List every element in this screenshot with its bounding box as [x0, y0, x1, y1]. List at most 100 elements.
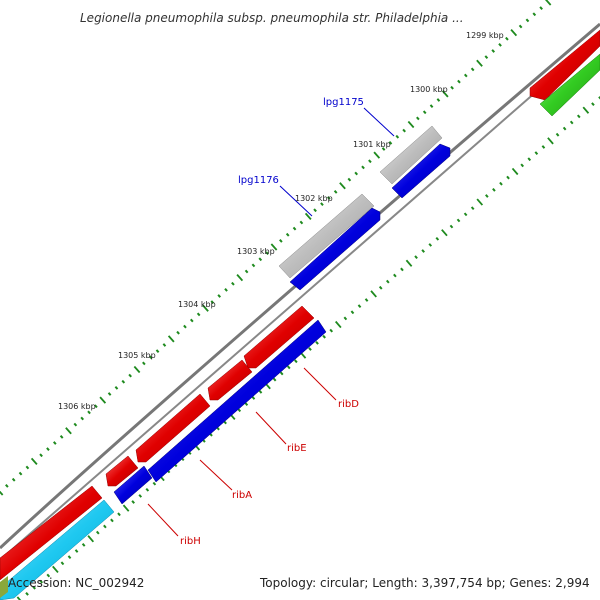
- scale-tick: [518, 24, 523, 29]
- scale-tick: [270, 243, 278, 251]
- gene-ribE-arrow[interactable]: [207, 359, 253, 401]
- scale-tick: [506, 175, 510, 180]
- scale-tick: [378, 285, 383, 290]
- scale-tick: [547, 137, 554, 145]
- gene-label-lpg1176[interactable]: lpg1176: [238, 175, 279, 186]
- gene-lpg1176-reverse-arrow[interactable]: [289, 207, 381, 291]
- scale-tick: [505, 36, 509, 41]
- scale-tick: [258, 389, 263, 394]
- scale-tick: [114, 386, 119, 390]
- scale-tick: [350, 310, 355, 315]
- scale-tick: [279, 239, 283, 243]
- scale-tick: [510, 29, 518, 37]
- leader-line-ribH: [147, 503, 179, 537]
- scale-tick: [87, 410, 91, 415]
- gene-ribA-arrow[interactable]: [135, 393, 211, 463]
- scale-tick: [364, 298, 369, 302]
- scale-tick: [499, 181, 503, 186]
- gene-arrow-forward-lower[interactable]: [0, 485, 103, 581]
- scale-tick: [133, 365, 141, 374]
- scale-tick: [217, 294, 222, 298]
- scale-tick: [591, 102, 595, 106]
- scale-tick: [94, 404, 98, 409]
- scale-tick: [236, 274, 244, 282]
- scale-tick: [162, 343, 167, 347]
- leader-line-lpg1176: [279, 185, 313, 217]
- leader-line-ribA: [199, 459, 233, 491]
- gene-label-lpg1175[interactable]: lpg1175: [323, 97, 364, 108]
- scale-tick: [485, 194, 489, 198]
- gene-label-ribH[interactable]: ribH: [180, 536, 201, 547]
- scale-tick: [449, 224, 454, 229]
- scale-tick: [416, 116, 420, 121]
- gene-ribD-arrow[interactable]: [243, 305, 315, 369]
- scale-tick: [52, 565, 59, 574]
- scale-tick: [25, 592, 29, 596]
- leader-line-ribE: [255, 411, 287, 445]
- scale-tick: [25, 465, 30, 470]
- scale-tick: [224, 288, 228, 292]
- scale-tick: [202, 304, 209, 312]
- scale-tick: [74, 549, 79, 553]
- scale-tick: [405, 259, 413, 267]
- scale-tick: [308, 347, 312, 351]
- gene-rib-reverse-long[interactable]: [147, 319, 327, 483]
- scale-tick: [81, 543, 86, 547]
- gene-lpg1175-reverse-arrow[interactable]: [391, 143, 451, 199]
- scale-tick: [435, 236, 440, 241]
- scale-tick: [598, 96, 600, 100]
- scale-tick: [407, 120, 415, 129]
- genome-summary: Topology: circular; Length: 3,397,754 bp…: [259, 576, 590, 590]
- scale-tick: [279, 371, 284, 376]
- scale-tick: [322, 334, 326, 339]
- gene-lpg1175-box[interactable]: [379, 125, 443, 185]
- scale-label-1304: 1304 kbp: [178, 300, 216, 309]
- scale-tick: [67, 555, 72, 560]
- leader-line-lpg1175: [363, 107, 395, 137]
- scale-tick: [265, 251, 269, 255]
- scale-tick: [103, 524, 107, 529]
- scale-tick: [357, 304, 362, 309]
- scale-tick: [436, 98, 441, 102]
- scale-tick: [534, 151, 539, 155]
- scale-tick: [5, 484, 9, 488]
- gene-arrow-green[interactable]: [539, 53, 600, 117]
- scale-tick: [333, 190, 338, 194]
- scale-tick: [87, 535, 95, 543]
- scale-tick: [16, 596, 22, 600]
- scale-tick: [315, 341, 319, 345]
- scale-tick: [176, 330, 180, 335]
- scale-tick: [142, 361, 146, 366]
- scale-tick: [59, 435, 64, 439]
- scale-tick: [244, 402, 249, 406]
- gene-rib-reverse-short[interactable]: [113, 465, 153, 505]
- scale-tick: [569, 120, 574, 125]
- scale-tick: [428, 243, 433, 247]
- scale-tick: [128, 373, 132, 378]
- gene-label-ribA[interactable]: ribA: [232, 490, 252, 501]
- gene-arrow-olive[interactable]: [0, 576, 8, 598]
- scale-tick: [361, 165, 365, 170]
- scale-tick: [541, 145, 546, 149]
- scale-tick: [167, 335, 175, 343]
- scale-tick: [576, 114, 581, 119]
- scale-tick: [148, 355, 153, 360]
- gene-label-ribE[interactable]: ribE: [287, 443, 307, 454]
- scale-tick: [46, 447, 50, 451]
- gene-arrow-forward[interactable]: [529, 29, 600, 101]
- accession-label: Accession: NC_002942: [8, 576, 144, 590]
- scale-tick: [189, 318, 194, 323]
- scale-tick: [251, 396, 256, 400]
- scale-tick: [39, 453, 43, 458]
- gene-ribH-arrow[interactable]: [105, 455, 139, 487]
- gene-lpg1176-box[interactable]: [278, 193, 375, 279]
- scale-tick: [152, 481, 157, 486]
- gene-arrow-cyan[interactable]: [0, 499, 115, 600]
- scale-tick: [299, 220, 304, 225]
- scale-label-1300: 1300 kbp: [410, 85, 448, 94]
- scale-label-1305: 1305 kbp: [118, 351, 156, 360]
- gene-label-ribD[interactable]: ribD: [338, 399, 359, 410]
- scale-tick: [414, 255, 418, 260]
- scale-tick: [402, 128, 406, 133]
- scale-tick: [138, 494, 143, 498]
